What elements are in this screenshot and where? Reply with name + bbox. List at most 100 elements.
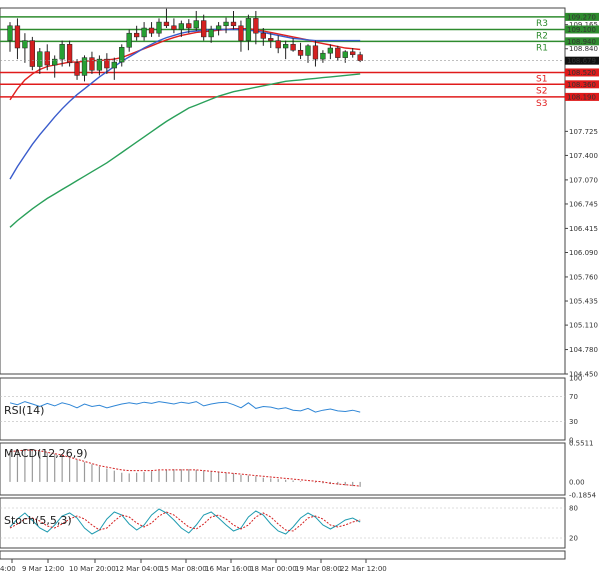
candle-body	[119, 47, 125, 63]
macd-tick-label: 0.00	[569, 478, 585, 486]
candle-body	[305, 45, 311, 56]
candle-body	[104, 58, 110, 69]
price-tick-label: 105.110	[569, 322, 598, 330]
candle-body	[335, 47, 341, 58]
candle-body	[327, 47, 334, 54]
candle-body	[7, 25, 13, 41]
time-tick-label: 4:00	[0, 565, 16, 573]
level-price-tag-bg	[565, 92, 599, 101]
macd-tick-label: -0.1854	[569, 492, 597, 500]
candle-body	[81, 57, 88, 76]
candle-body	[178, 23, 184, 30]
level-name-r3: R3	[536, 19, 548, 29]
price-panel: 109.165108.840108.515108.190107.725107.4…	[0, 7, 599, 379]
price-tick-label: 107.400	[569, 152, 598, 160]
price-tick-label: 106.415	[569, 225, 598, 233]
candle-body	[29, 40, 36, 67]
stoch-tick-label: 20	[569, 535, 578, 543]
level-price-tag-bg	[565, 25, 599, 34]
time-tick-label: 16 Mar 16:00	[205, 565, 252, 573]
price-tick-label: 104.780	[569, 346, 598, 354]
level-name-r1: R1	[536, 43, 548, 53]
price-panel-frame	[0, 7, 566, 375]
stoch-tick-label: 80	[569, 505, 578, 513]
price-tick-label: 105.435	[569, 298, 598, 306]
stoch-panel-frame	[0, 497, 566, 549]
candle-body	[245, 18, 252, 41]
candle-body	[193, 20, 199, 29]
current-price-tag: 108.679	[567, 57, 596, 65]
candle-body	[66, 44, 73, 64]
macd-tick-label: 0.5511	[569, 440, 594, 448]
candle-body	[186, 23, 192, 29]
price-tick-label: 104.450	[569, 371, 598, 379]
moving-average-line-3	[9, 73, 361, 228]
rsi-label: RSI(14)	[4, 404, 44, 417]
price-tick-label: 105.760	[569, 273, 598, 281]
candle-body	[201, 20, 207, 38]
candle-body	[290, 44, 296, 51]
candle-body	[208, 29, 214, 38]
price-tick-label: 106.745	[569, 200, 598, 208]
candle-body	[230, 21, 237, 27]
candle-body	[215, 25, 222, 30]
candle-body	[297, 49, 304, 56]
price-tick-label: 108.840	[569, 45, 598, 53]
candle-body	[350, 51, 356, 55]
level-name-r2: R2	[536, 31, 548, 41]
candle-body	[141, 27, 147, 38]
rsi-tick-label: 100	[569, 375, 582, 383]
stoch-d-line	[9, 511, 361, 532]
candle-body	[238, 25, 244, 41]
macd-label: MACD(12,26,9)	[4, 447, 88, 460]
candle-body	[156, 21, 162, 34]
candle-body	[126, 32, 132, 48]
level-name-s3: S3	[536, 99, 547, 109]
current-price-tag-bg	[565, 56, 599, 65]
price-tick-label: 107.725	[569, 128, 598, 136]
time-tick-label: 19 Mar 08:00	[295, 565, 342, 573]
level-price-tag: 108.360	[567, 81, 596, 89]
level-name-s1: S1	[536, 74, 547, 84]
time-tick-label: 9 Mar 12:00	[22, 565, 64, 573]
candle-body	[275, 40, 281, 49]
time-tick-label: 18 Mar 00:00	[250, 565, 297, 573]
rsi-tick-label: 70	[569, 393, 578, 401]
rsi-line	[9, 401, 361, 413]
candle-body	[74, 62, 80, 76]
price-tick-label: 109.165	[569, 21, 598, 29]
stoch-k-line	[9, 508, 361, 535]
time-tick-label: 12 Mar 04:00	[115, 565, 162, 573]
stoch-label: Stoch(5,5,3)	[4, 514, 72, 527]
price-tick-label: 106.090	[569, 249, 598, 257]
level-price-tag: 109.270	[567, 13, 596, 21]
candle-body	[44, 51, 50, 66]
rsi-panel-frame	[0, 377, 566, 441]
candle-body	[52, 58, 58, 66]
candle-body	[134, 32, 140, 38]
candle-body	[312, 45, 319, 60]
candle-body	[37, 51, 43, 67]
time-tick-label: 10 Mar 20:00	[69, 565, 116, 573]
level-price-tag: 108.940	[567, 38, 596, 46]
candle-body	[14, 25, 21, 49]
level-price-tag: 109.100	[567, 26, 596, 34]
level-price-tag: 108.520	[567, 69, 596, 77]
rsi-tick-label: 0	[569, 437, 573, 445]
candle-body	[111, 61, 117, 69]
macd-panel-frame	[0, 442, 566, 496]
candle-body	[320, 52, 326, 60]
candle-body	[59, 44, 65, 60]
candle-body	[163, 21, 170, 27]
level-price-tag-bg	[565, 12, 599, 21]
candle-body	[171, 25, 177, 30]
candle-body	[22, 40, 28, 49]
stoch-panel: 80 20 Stoch(5,5,3)	[0, 497, 578, 549]
level-price-tag-bg	[565, 68, 599, 77]
bottom-strip-frame	[0, 550, 566, 560]
time-tick-label: 22 Mar 12:00	[340, 565, 387, 573]
time-tick-label: 15 Mar 08:00	[160, 565, 207, 573]
price-tick-label: 107.070	[569, 176, 598, 184]
